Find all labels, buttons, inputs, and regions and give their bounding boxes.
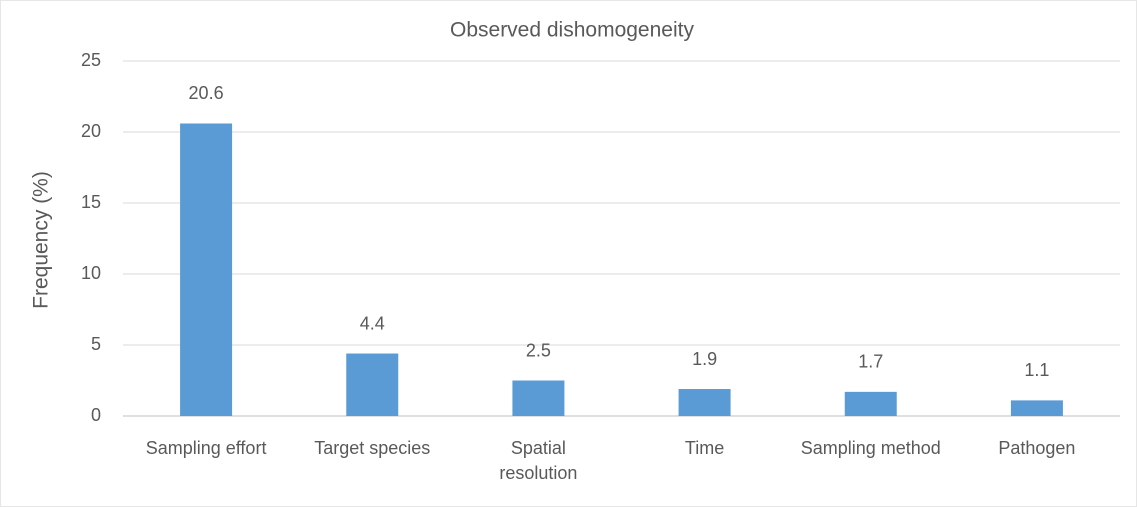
bar (1010, 400, 1063, 416)
data-label: 1.7 (858, 352, 883, 372)
y-tick-label: 25 (81, 50, 101, 70)
bar (180, 123, 233, 416)
bar (346, 353, 399, 416)
bar (512, 380, 565, 416)
x-tick-label: Time (684, 438, 725, 458)
y-tick-label: 5 (91, 334, 101, 354)
y-tick-label: 15 (81, 192, 101, 212)
x-tick-label: Sampling method (800, 438, 941, 458)
chart-title: Observed dishomogeneity (450, 19, 694, 42)
x-tick-label: Target species (314, 438, 431, 458)
bar (844, 391, 897, 416)
y-axis-label: Frequency (%) (30, 171, 53, 309)
data-label: 1.9 (692, 349, 717, 369)
y-tick-label: 10 (81, 263, 101, 283)
bar (678, 389, 731, 416)
x-tick-label: Spatial resolution (499, 438, 578, 483)
data-label: 20.6 (189, 83, 224, 103)
x-tick-label: Pathogen (998, 438, 1076, 458)
data-label: 1.1 (1024, 360, 1049, 380)
x-tick-label: Sampling effort (145, 438, 267, 458)
data-label: 2.5 (526, 340, 551, 360)
y-tick-label: 0 (91, 405, 101, 425)
data-label: 4.4 (360, 313, 385, 333)
y-tick-label: 20 (81, 121, 101, 141)
